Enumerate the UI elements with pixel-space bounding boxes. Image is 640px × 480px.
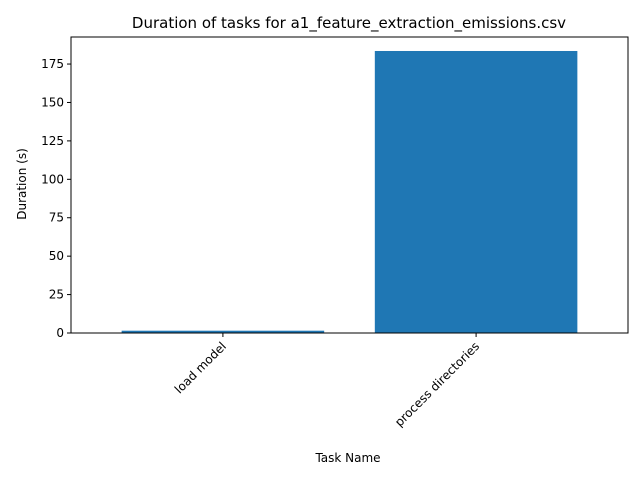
y-axis-label: Duration (s) <box>15 148 29 220</box>
y-tick-label: 75 <box>49 211 64 225</box>
y-axis: 0 25 50 75 100 125 150 175 <box>41 57 71 340</box>
bars-group <box>121 50 578 333</box>
bar-load-model <box>121 330 325 333</box>
y-tick-label: 175 <box>41 57 64 71</box>
y-tick-label: 100 <box>41 172 64 186</box>
plot-frame <box>70 36 629 334</box>
y-tick-label: 50 <box>49 249 64 263</box>
chart-title: Duration of tasks for a1_feature_extract… <box>132 14 566 33</box>
x-axis-label: Task Name <box>314 451 380 465</box>
y-tick-label: 125 <box>41 134 64 148</box>
bar-process-directories <box>374 50 578 333</box>
y-tick-label: 150 <box>41 95 64 109</box>
y-tick-label: 25 <box>49 288 64 302</box>
y-tick-label: 0 <box>56 326 64 340</box>
